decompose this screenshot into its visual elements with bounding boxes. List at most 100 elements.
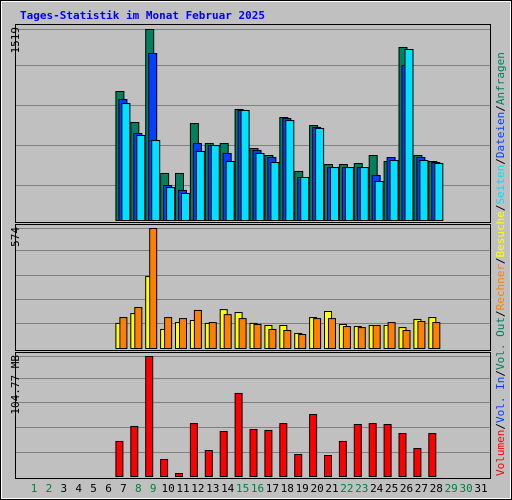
x-tick-label: 30 xyxy=(459,482,472,495)
x-tick-label: 5 xyxy=(90,482,97,495)
y-tick-label: 1519 xyxy=(9,27,22,54)
bar xyxy=(145,356,154,477)
bar xyxy=(419,160,429,222)
x-tick-label: 7 xyxy=(120,482,127,495)
bar xyxy=(270,162,280,221)
x-tick-label: 15 xyxy=(236,482,249,495)
x-tick-label: 10 xyxy=(161,482,174,495)
legend-separator: / xyxy=(494,257,507,264)
x-tick-label: 2 xyxy=(46,482,53,495)
bar xyxy=(115,440,124,478)
bar xyxy=(434,163,444,222)
bar xyxy=(417,321,426,350)
bar xyxy=(330,167,339,222)
legend-separator: / xyxy=(494,423,507,430)
legend-entry: Seiten xyxy=(494,165,507,205)
x-tick-label: 13 xyxy=(206,482,219,495)
bar xyxy=(130,425,139,478)
bar xyxy=(223,314,232,350)
bar xyxy=(398,433,407,477)
bar xyxy=(342,326,351,349)
bar xyxy=(166,187,176,221)
x-tick-label: 29 xyxy=(445,482,458,495)
chart-title: Tages-Statistik im Monat Februar 2025 xyxy=(20,9,265,22)
bar xyxy=(368,423,377,477)
bar xyxy=(324,455,332,477)
x-tick-label: 11 xyxy=(176,482,189,495)
bar xyxy=(298,333,307,350)
bar xyxy=(353,424,362,478)
bar xyxy=(374,181,384,221)
legend-entry: Vol. Out xyxy=(494,317,507,370)
x-tick-label: 9 xyxy=(150,482,157,495)
bar xyxy=(210,145,220,221)
x-tick-label: 31 xyxy=(474,482,487,495)
bar xyxy=(208,322,217,350)
legend-entry: Besuche xyxy=(494,211,507,257)
legend-entry: Dateien xyxy=(494,112,507,158)
bar xyxy=(285,120,295,221)
y-tick-label: 104.77 MB xyxy=(9,355,22,415)
bar xyxy=(253,323,262,350)
y-tick-label: 574 xyxy=(9,227,22,247)
bar xyxy=(175,473,183,477)
x-tick-label: 24 xyxy=(370,482,384,495)
x-tick-label: 25 xyxy=(385,482,398,495)
bar xyxy=(383,424,392,478)
x-tick-label: 27 xyxy=(415,482,428,495)
legend-separator: / xyxy=(494,370,507,377)
bar xyxy=(413,448,422,478)
bar xyxy=(372,325,381,349)
bar xyxy=(151,140,161,221)
x-tick-label: 12 xyxy=(191,482,204,495)
x-tick-label: 21 xyxy=(325,482,338,495)
bar xyxy=(428,433,437,477)
x-tick-label: 8 xyxy=(135,482,142,495)
bar xyxy=(328,318,336,349)
bar xyxy=(181,192,190,221)
bar xyxy=(309,414,318,478)
bar xyxy=(193,309,202,350)
bar xyxy=(134,307,143,349)
legend-separator: / xyxy=(494,310,507,317)
bar xyxy=(219,430,228,478)
bar xyxy=(149,228,158,349)
bar xyxy=(238,318,247,349)
bar xyxy=(195,150,205,221)
bar xyxy=(234,392,243,478)
x-tick-label: 28 xyxy=(430,482,443,495)
x-tick-label: 22 xyxy=(340,482,353,495)
legend-entry: Rechner xyxy=(494,264,507,311)
bar xyxy=(387,322,396,350)
bar xyxy=(294,454,303,477)
x-tick-label: 17 xyxy=(266,482,279,495)
bar xyxy=(119,317,128,350)
bar xyxy=(204,450,213,477)
bar xyxy=(313,318,322,349)
legend-entry: Vol. In xyxy=(494,377,507,423)
x-tick-label: 14 xyxy=(221,482,235,495)
x-tick-label: 23 xyxy=(355,482,368,495)
x-tick-label: 6 xyxy=(105,482,112,495)
bar xyxy=(300,176,310,221)
legend: Volumen/Vol. In/Vol. Out/Rechner/Besuche… xyxy=(494,52,507,476)
bar xyxy=(255,152,265,222)
x-tick-label: 19 xyxy=(296,482,309,495)
bar xyxy=(160,459,169,478)
legend-entry: Anfragen xyxy=(494,52,507,105)
bar xyxy=(338,440,347,478)
bar xyxy=(264,429,273,478)
bar xyxy=(189,423,198,477)
bar xyxy=(283,330,292,349)
x-tick-label: 3 xyxy=(60,482,67,495)
bar xyxy=(359,167,369,222)
bar xyxy=(357,327,366,350)
bar xyxy=(315,127,325,221)
bar xyxy=(121,103,131,221)
bar xyxy=(389,160,399,222)
legend-entry: Volumen xyxy=(494,430,507,476)
bar xyxy=(240,109,250,221)
